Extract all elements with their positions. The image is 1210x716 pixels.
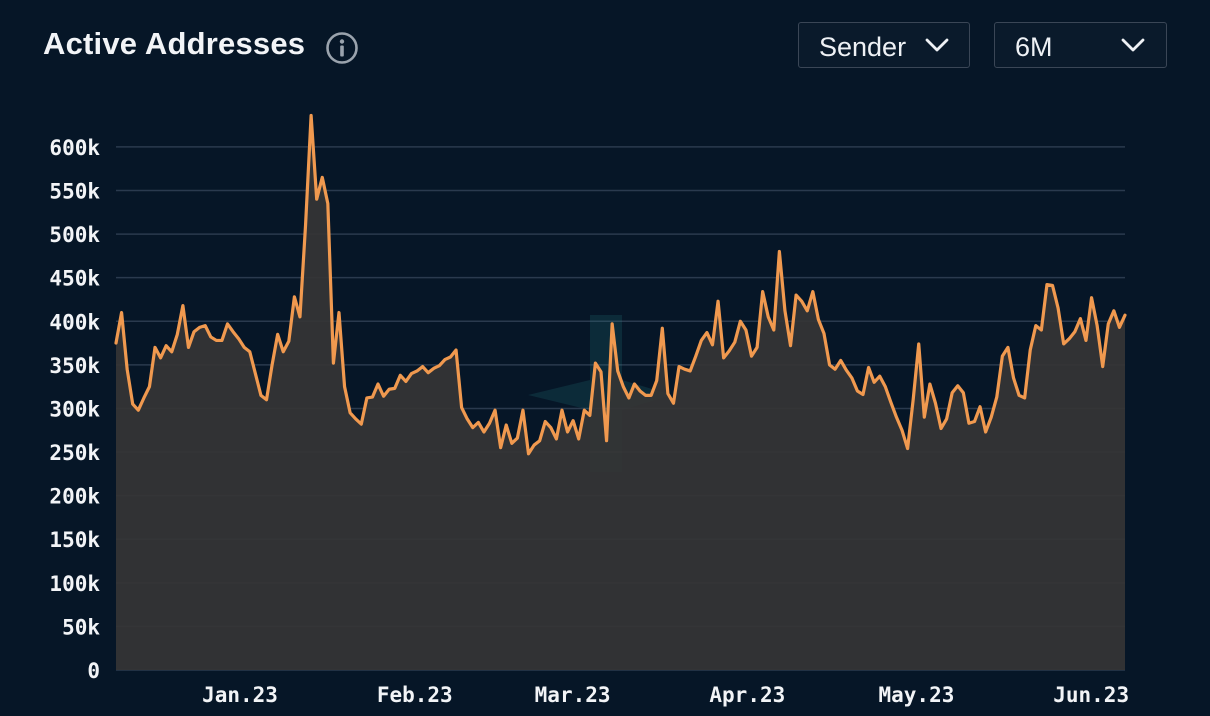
x-tick-label-Mar-23: Mar.23 xyxy=(535,683,611,707)
x-tick-label-May-23: May.23 xyxy=(879,683,955,707)
chevron-down-icon xyxy=(925,38,949,52)
y-tick-label-100k: 100k xyxy=(49,572,100,596)
metric-dropdown-value: Sender xyxy=(819,32,907,62)
x-axis: Jan.23 Feb.23 Mar.23 Apr.23 May.23 Jun.23 xyxy=(202,683,1129,707)
x-tick-label-Jun-23: Jun.23 xyxy=(1053,683,1129,707)
x-tick-label-Jan-23: Jan.23 xyxy=(202,683,278,707)
y-tick-label-250k: 250k xyxy=(49,441,100,465)
y-tick-label-50k: 50k xyxy=(62,615,100,639)
metric-dropdown[interactable]: Sender xyxy=(798,22,970,68)
y-tick-label-350k: 350k xyxy=(49,354,100,378)
x-tick-label-Apr-23: Apr.23 xyxy=(709,683,785,707)
series-area xyxy=(116,115,1125,671)
y-tick-label-150k: 150k xyxy=(49,528,100,552)
range-dropdown[interactable]: 6M xyxy=(994,22,1167,68)
y-tick-label-500k: 500k xyxy=(49,223,100,247)
area-fill xyxy=(116,115,1125,671)
y-tick-label-300k: 300k xyxy=(49,397,100,421)
chart-header: Active Addresses Sender 6M xyxy=(0,0,1210,90)
y-tick-label-0: 0 xyxy=(87,659,100,683)
y-tick-label-450k: 450k xyxy=(49,267,100,291)
series-line xyxy=(114,113,1127,456)
range-dropdown-value: 6M xyxy=(1015,32,1053,62)
info-icon[interactable] xyxy=(325,31,359,65)
y-axis: 0 50k 100k 150k 200k 250k 300k 350k 400k 450k 500k… xyxy=(49,136,100,683)
chevron-down-icon xyxy=(1121,38,1145,52)
y-tick-label-200k: 200k xyxy=(49,485,100,509)
chart-title: Active Addresses xyxy=(43,26,306,61)
x-tick-label-Feb-23: Feb.23 xyxy=(377,683,453,707)
series-line-path xyxy=(114,113,1127,456)
y-tick-label-600k: 600k xyxy=(49,136,100,160)
y-tick-label-400k: 400k xyxy=(49,310,100,334)
y-tick-label-550k: 550k xyxy=(49,179,100,203)
